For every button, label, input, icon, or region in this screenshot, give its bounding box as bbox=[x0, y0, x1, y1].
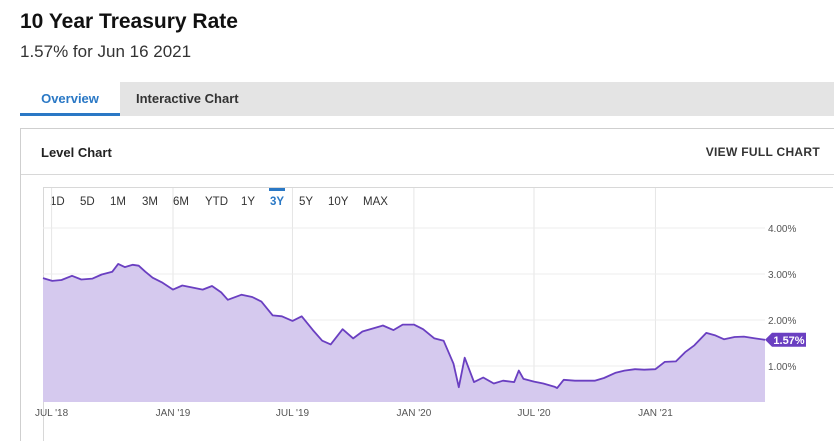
range-5y[interactable]: 5Y bbox=[299, 196, 314, 208]
view-full-chart-link[interactable]: VIEW FULL CHART bbox=[705, 145, 820, 159]
chart-area: 1D 5D 1M 3M 6M YTD 1Y 3Y 5Y 10Y MAX bbox=[43, 187, 833, 441]
tab-overview[interactable]: Overview bbox=[20, 82, 120, 116]
series-line bbox=[42, 263, 766, 389]
range-ytd[interactable]: YTD bbox=[205, 196, 228, 208]
series-area bbox=[43, 263, 765, 402]
x-tick-label: JAN '20 bbox=[397, 408, 432, 419]
last-value-label: 1.57% bbox=[773, 335, 804, 347]
range-1m[interactable]: 1M bbox=[110, 196, 126, 208]
card-header: Level Chart VIEW FULL CHART bbox=[21, 129, 834, 175]
x-tick-label: JUL '20 bbox=[517, 408, 551, 419]
y-tick-label: 3.00% bbox=[768, 270, 796, 281]
range-max[interactable]: MAX bbox=[363, 196, 388, 208]
x-tick-label: JUL '18 bbox=[35, 408, 69, 419]
range-6m[interactable]: 6M bbox=[173, 196, 189, 208]
range-3m[interactable]: 3M bbox=[142, 196, 158, 208]
x-tick-label: JUL '19 bbox=[276, 408, 310, 419]
page-subtitle: 1.57% for Jun 16 2021 bbox=[20, 42, 192, 61]
y-tick-label: 2.00% bbox=[768, 316, 796, 327]
last-value-badge bbox=[765, 332, 806, 347]
range-5d[interactable]: 5D bbox=[80, 196, 95, 208]
y-tick-label: 1.00% bbox=[768, 362, 796, 373]
range-10y[interactable]: 10Y bbox=[328, 196, 349, 208]
range-1y[interactable]: 1Y bbox=[241, 196, 256, 208]
tab-interactive-chart[interactable]: Interactive Chart bbox=[136, 91, 239, 106]
range-1d[interactable]: 1D bbox=[50, 196, 65, 208]
active-range-indicator bbox=[269, 188, 285, 191]
x-tick-label: JAN '19 bbox=[156, 408, 191, 419]
y-tick-label: 4.00% bbox=[768, 224, 796, 235]
page-title: 10 Year Treasury Rate bbox=[20, 10, 238, 33]
card-title: Level Chart bbox=[41, 145, 112, 160]
range-3y[interactable]: 3Y bbox=[270, 196, 285, 208]
x-tick-label: JAN '21 bbox=[638, 408, 673, 419]
tab-bar: Overview Interactive Chart bbox=[20, 82, 834, 116]
